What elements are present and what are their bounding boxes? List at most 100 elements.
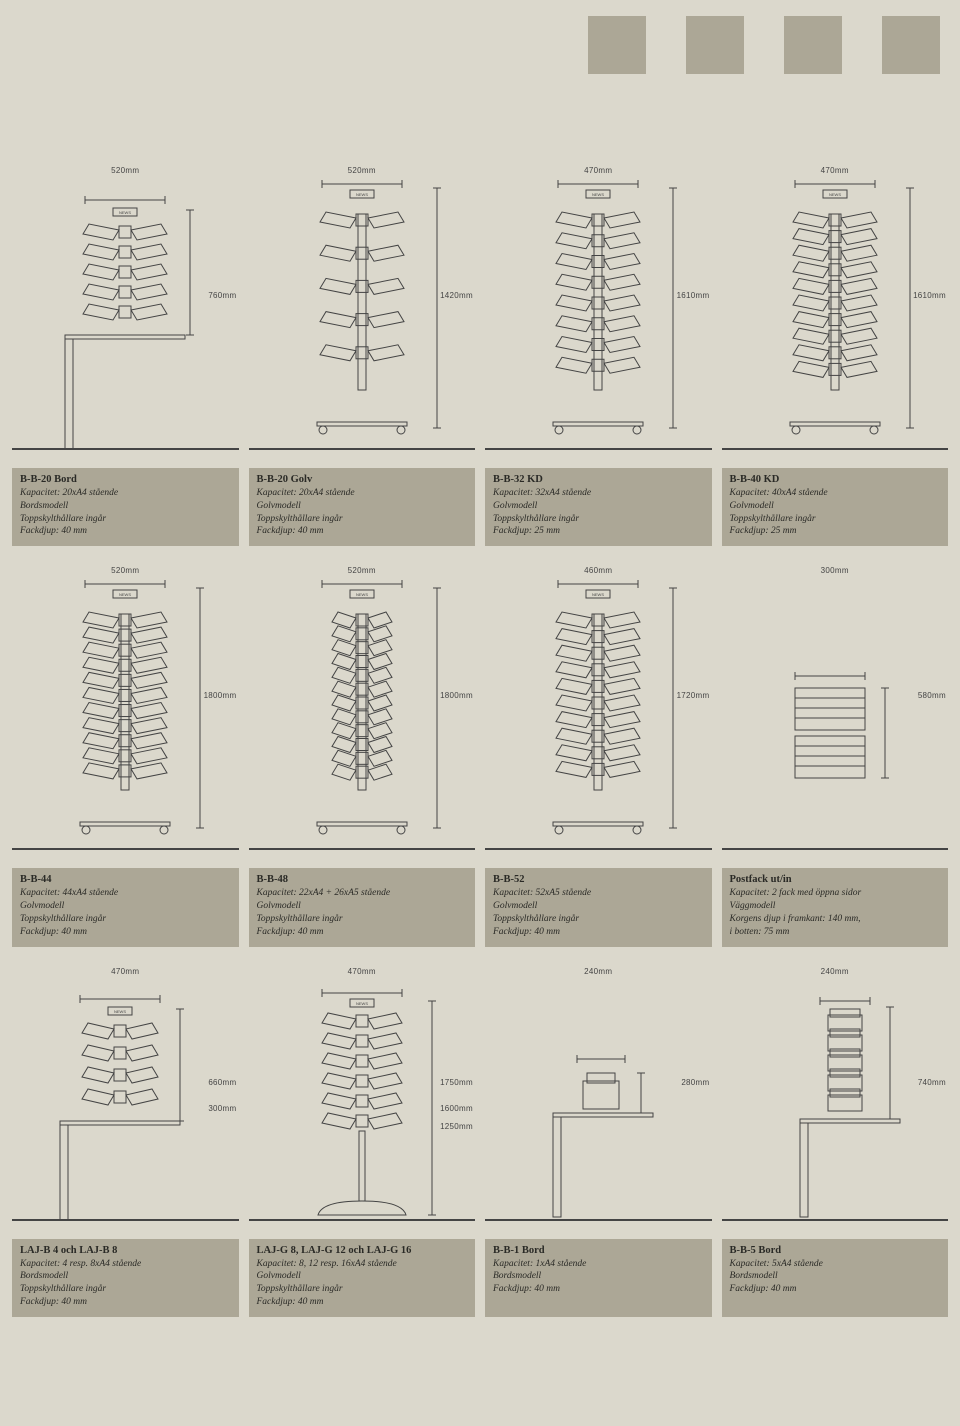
product-figure: NEWS 470mm1750mm1600mm1250mm <box>249 961 476 1221</box>
product-infobox: B-B-40 KD Kapacitet: 40xA4 ståendeGolvmod… <box>722 468 949 546</box>
product-spec-line: Korgens djup i framkant: 140 mm, <box>730 913 941 926</box>
svg-text:NEWS: NEWS <box>119 592 131 597</box>
product-spec-line: Fackdjup: 40 mm <box>20 525 231 538</box>
product-figure: NEWS 520mm760mm <box>12 160 239 450</box>
product-spec-line: Fackdjup: 40 mm <box>257 525 468 538</box>
dim-height-label: 1610mm <box>913 291 946 300</box>
product-cell-lajg: NEWS 470mm1750mm1600mm1250mmLAJ-G 8, LAJ… <box>249 961 476 1317</box>
product-spec-line: Fackdjup: 40 mm <box>730 1283 941 1296</box>
product-figure: NEWS 470mm 660mm 300mm <box>12 961 239 1221</box>
product-spec-line: Golvmodell <box>730 500 941 513</box>
product-infobox: B-B-52Kapacitet: 52xA5 ståendeGolvmodell… <box>485 868 712 946</box>
product-title: B-B-52 <box>493 874 704 885</box>
dim-height-label: 1610mm <box>677 291 710 300</box>
product-spec-line: Bordsmodell <box>730 1270 941 1283</box>
product-cell-bb20bord: NEWS 520mm760mmB-B-20 BordKapacitet: 20x… <box>12 160 239 546</box>
dim-height-label-2: 300mm <box>208 1104 236 1113</box>
dim-width-label: 470mm <box>111 967 139 976</box>
dim-width-label: 240mm <box>584 967 612 976</box>
product-spec-line: Golvmodell <box>257 900 468 913</box>
product-spec-line: Golvmodell <box>20 900 231 913</box>
svg-text:NEWS: NEWS <box>592 192 604 197</box>
dim-height-label: 1800mm <box>204 691 237 700</box>
square <box>686 16 744 74</box>
dim-width-label: 470mm <box>348 967 376 976</box>
svg-text:NEWS: NEWS <box>356 1001 368 1006</box>
product-spec-line: Kapacitet: 20xA4 stående <box>20 487 231 500</box>
product-title: B-B-5 Bord <box>730 1245 941 1256</box>
product-spec-line: Fackdjup: 40 mm <box>257 1296 468 1309</box>
dim-height-label: 760mm <box>208 291 236 300</box>
dim-width-label: 520mm <box>111 566 139 575</box>
dim-height-label: 1420mm <box>440 291 473 300</box>
product-title: B-B-20 Golv <box>257 474 468 485</box>
product-figure: NEWS 520mm1420mm <box>249 160 476 450</box>
decorative-top-squares <box>588 16 940 74</box>
product-title: B-B-32 KD <box>493 474 704 485</box>
product-spec-line: Fackdjup: 40 mm <box>20 1296 231 1309</box>
product-spec-line: Kapacitet: 4 resp. 8xA4 stående <box>20 1258 231 1271</box>
product-spec-line: Toppskylthållare ingår <box>493 513 704 526</box>
dim-width-label: 520mm <box>348 566 376 575</box>
product-infobox: Postfack ut/in Kapacitet: 2 fack med öppn… <box>722 868 949 946</box>
product-spec-line: Kapacitet: 22xA4 + 26xA5 stående <box>257 887 468 900</box>
product-figure: NEWS <box>12 560 239 850</box>
product-spec-line: Toppskylthållare ingår <box>730 513 941 526</box>
product-spec-line: Bordsmodell <box>20 1270 231 1283</box>
product-spec-line: Toppskylthållare ingår <box>20 513 231 526</box>
product-infobox: B-B-32 KD Kapacitet: 32xA4 ståendeGolvmod… <box>485 468 712 546</box>
dim-width-label: 470mm <box>821 166 849 175</box>
product-figure: NEWS <box>249 560 476 850</box>
dim-height-label: 1720mm <box>677 691 710 700</box>
product-figure: 300mm580mm <box>722 560 949 850</box>
product-title: Postfack ut/in <box>730 874 941 885</box>
product-spec-line: Kapacitet: 52xA5 stående <box>493 887 704 900</box>
product-grid: NEWS 520mm 760mm B-B-20 BordKapacitet: 20x… <box>12 160 948 1317</box>
product-spec-line: Kapacitet: 20xA4 stående <box>257 487 468 500</box>
product-spec-line: Fackdjup: 40 mm <box>257 926 468 939</box>
product-spec-line: Fackdjup: 25 mm <box>730 525 941 538</box>
product-title: B-B-48 <box>257 874 468 885</box>
product-spec-line: Fackdjup: 40 mm <box>493 1283 704 1296</box>
product-spec-line: Kapacitet: 1xA4 stående <box>493 1258 704 1271</box>
product-title: B-B-40 KD <box>730 474 941 485</box>
dim-height-label: 660mm <box>208 1078 236 1087</box>
product-title: LAJ-G 8, LAJ-G 12 och LAJ-G 16 <box>257 1245 468 1256</box>
product-title: B-B-44 <box>20 874 231 885</box>
product-spec-line: Toppskylthållare ingår <box>257 913 468 926</box>
product-spec-line: Kapacitet: 2 fack med öppna sidor <box>730 887 941 900</box>
product-spec-line: Toppskylthållare ingår <box>20 1283 231 1296</box>
product-spec-line: Bordsmodell <box>20 500 231 513</box>
svg-text:NEWS: NEWS <box>356 192 368 197</box>
svg-text:NEWS: NEWS <box>114 1009 126 1014</box>
product-spec-line: Golvmodell <box>257 1270 468 1283</box>
product-figure: NEWS <box>722 160 949 450</box>
product-spec-line: Kapacitet: 5xA4 stående <box>730 1258 941 1271</box>
dim-height-label: 1750mm <box>440 1078 473 1087</box>
dim-width-label: 240mm <box>821 967 849 976</box>
dim-height-label-2: 1600mm <box>440 1104 473 1113</box>
product-spec-line: Golvmodell <box>493 500 704 513</box>
svg-text:NEWS: NEWS <box>356 592 368 597</box>
product-cell-bb32kd: NEWS 470mm1610mmB-B-32 KDKapacitet: 32x <box>485 160 712 546</box>
product-cell-lajb: NEWS 470mm660mm300mmLAJ-B 4 och LAJ-B 8K… <box>12 961 239 1317</box>
product-spec-line: Fackdjup: 40 mm <box>493 926 704 939</box>
product-spec-line: Väggmodell <box>730 900 941 913</box>
product-infobox: B-B-44Kapacitet: 44xA4 ståendeGolvmodell… <box>12 868 239 946</box>
product-cell-bb1bord: 240mm280mmB-B-1 BordKapacitet: 1xA4 ståe… <box>485 961 712 1317</box>
dim-width-label: 520mm <box>111 166 139 175</box>
product-spec-line: Toppskylthållare ingår <box>257 513 468 526</box>
product-spec-line: Toppskylthållare ingår <box>493 913 704 926</box>
product-spec-line: Golvmodell <box>257 500 468 513</box>
product-spec-line: Kapacitet: 8, 12 resp. 16xA4 stående <box>257 1258 468 1271</box>
product-infobox: B-B-20 BordKapacitet: 20xA4 ståendeBords… <box>12 468 239 546</box>
product-spec-line: Fackdjup: 25 mm <box>493 525 704 538</box>
product-cell-postfack: 300mm580mm Postfack ut/in Kapacitet: 2 fac… <box>722 560 949 946</box>
dim-width-label: 460mm <box>584 566 612 575</box>
product-infobox: B-B-1 BordKapacitet: 1xA4 ståendeBordsmo… <box>485 1239 712 1317</box>
product-figure: NEWS <box>485 560 712 850</box>
product-spec-line: Kapacitet: 40xA4 stående <box>730 487 941 500</box>
product-cell-bb5bord: 240mm740mmB-B-5 BordKapacitet: 5xA4 ståe… <box>722 961 949 1317</box>
product-spec-line: Kapacitet: 32xA4 stående <box>493 487 704 500</box>
product-infobox: LAJ-G 8, LAJ-G 12 och LAJ-G 16 Kapacitet:… <box>249 1239 476 1317</box>
